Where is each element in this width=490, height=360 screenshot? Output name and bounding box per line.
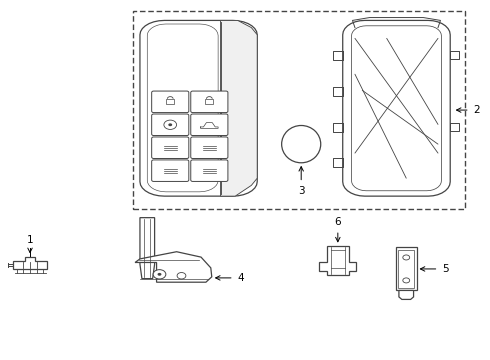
Text: 3: 3 — [298, 186, 304, 196]
Bar — [133, 12, 465, 209]
Text: 4: 4 — [238, 273, 245, 283]
FancyBboxPatch shape — [152, 137, 189, 158]
Text: 1: 1 — [26, 235, 33, 244]
FancyBboxPatch shape — [191, 91, 228, 113]
Circle shape — [153, 270, 166, 279]
Polygon shape — [220, 21, 257, 196]
FancyBboxPatch shape — [191, 137, 228, 158]
Polygon shape — [135, 252, 212, 282]
Text: 5: 5 — [442, 264, 449, 274]
Polygon shape — [343, 21, 450, 196]
Polygon shape — [319, 246, 356, 275]
Polygon shape — [140, 218, 155, 279]
Polygon shape — [399, 291, 414, 300]
Ellipse shape — [282, 126, 321, 163]
FancyBboxPatch shape — [191, 160, 228, 181]
Polygon shape — [140, 21, 257, 196]
Polygon shape — [13, 257, 47, 269]
Bar — [166, 99, 174, 104]
FancyBboxPatch shape — [152, 114, 189, 135]
FancyBboxPatch shape — [152, 160, 189, 181]
Bar — [398, 250, 414, 288]
Text: 6: 6 — [335, 217, 341, 227]
FancyBboxPatch shape — [152, 91, 189, 113]
Text: 2: 2 — [474, 105, 480, 115]
Circle shape — [158, 273, 161, 276]
Bar — [396, 247, 416, 291]
Circle shape — [168, 123, 172, 126]
FancyBboxPatch shape — [191, 114, 228, 135]
Circle shape — [177, 273, 186, 279]
Bar — [205, 99, 214, 104]
